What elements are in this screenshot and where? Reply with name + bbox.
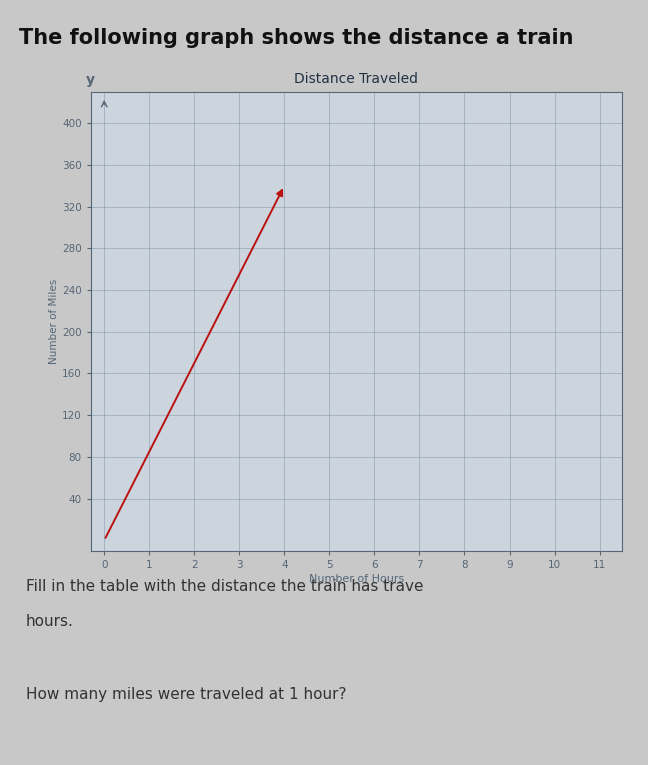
Text: hours.: hours.	[26, 614, 74, 630]
Text: How many miles were traveled at 1 hour?: How many miles were traveled at 1 hour?	[26, 686, 347, 702]
Title: Distance Traveled: Distance Traveled	[294, 73, 419, 86]
Text: The following graph shows the distance a train: The following graph shows the distance a…	[19, 28, 574, 48]
Text: y: y	[86, 73, 95, 87]
Y-axis label: Number of Miles: Number of Miles	[49, 278, 59, 364]
X-axis label: Number of Hours: Number of Hours	[309, 574, 404, 584]
Text: Fill in the table with the distance the train has trave: Fill in the table with the distance the …	[26, 579, 423, 594]
